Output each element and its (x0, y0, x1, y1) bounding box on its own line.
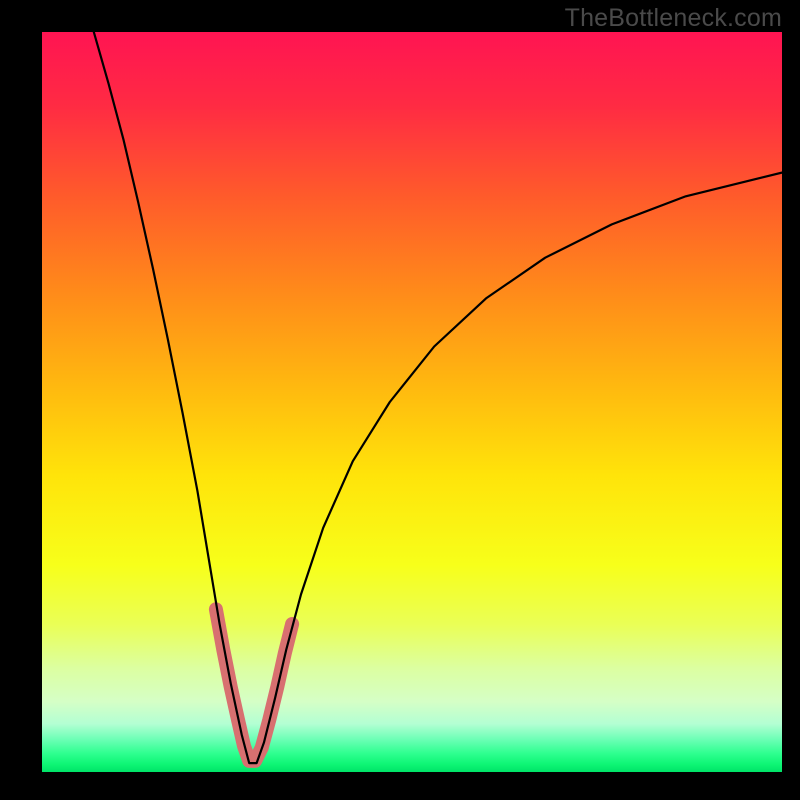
chart-svg (42, 32, 782, 772)
plot-area (42, 32, 782, 772)
gradient-background (42, 32, 782, 772)
chart-canvas: TheBottleneck.com (0, 0, 800, 800)
watermark-text: TheBottleneck.com (565, 4, 782, 33)
